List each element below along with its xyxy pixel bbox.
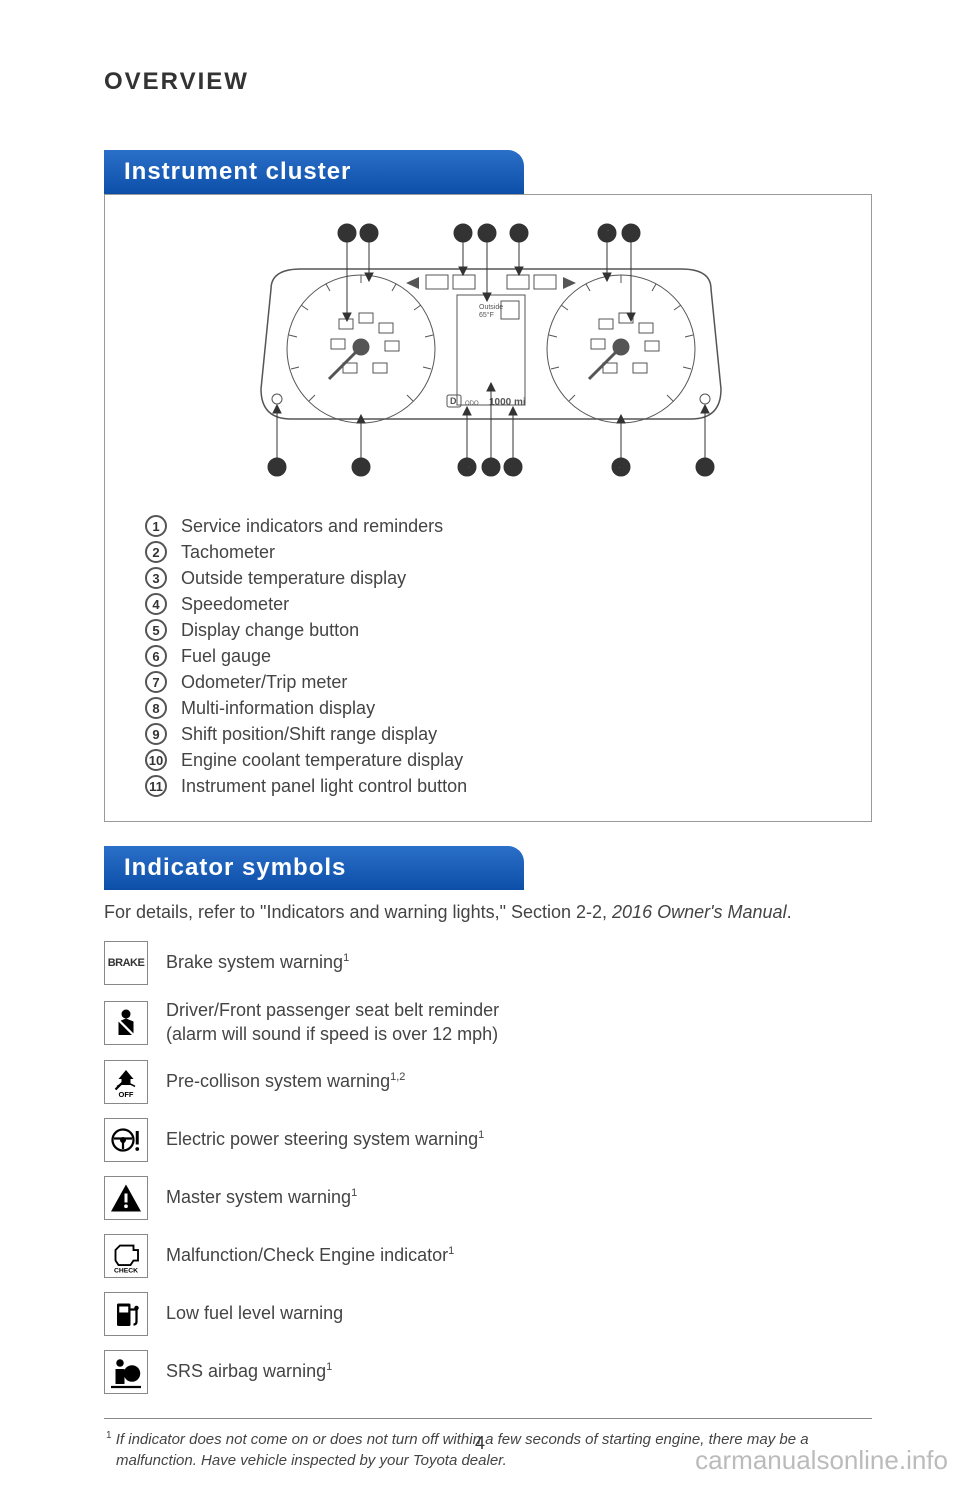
svg-text:Outside: Outside (479, 304, 503, 311)
legend-row: 5 Display change button (145, 619, 841, 641)
airbag-icon (108, 1354, 144, 1390)
svg-text:8: 8 (488, 462, 494, 474)
master-warning-icon (108, 1180, 144, 1216)
precollision-icon: OFF (108, 1064, 144, 1100)
indicator-icon-box (104, 1118, 148, 1162)
indicator-text: Low fuel level warning (166, 1302, 343, 1325)
indicator-text: Brake system warning1 (166, 951, 349, 974)
legend-row: 10 Engine coolant temperature display (145, 749, 841, 771)
brake-icon: BRAKE (108, 957, 145, 969)
indicator-icon-box (104, 1001, 148, 1045)
svg-text:5: 5 (702, 462, 708, 474)
legend-text: Multi-information display (181, 698, 375, 719)
cluster-legend: 1 Service indicators and reminders 2 Tachom… (145, 515, 841, 797)
legend-row: 6 Fuel gauge (145, 645, 841, 667)
legend-row: 1 Service indicators and reminders (145, 515, 841, 537)
footnote-rule (104, 1418, 872, 1419)
indicator-row: SRS airbag warning1 (104, 1350, 872, 1394)
legend-text: Outside temperature display (181, 568, 406, 589)
legend-number: 6 (145, 645, 167, 667)
svg-text:4: 4 (604, 228, 610, 240)
legend-text: Fuel gauge (181, 646, 271, 667)
legend-number: 5 (145, 619, 167, 641)
seatbelt-icon (108, 1005, 144, 1041)
svg-text:10: 10 (355, 463, 367, 474)
indicator-row: Low fuel level warning (104, 1292, 872, 1336)
legend-number: 11 (145, 775, 167, 797)
legend-number: 8 (145, 697, 167, 719)
legend-row: 8 Multi-information display (145, 697, 841, 719)
page-title: OVERVIEW (104, 68, 872, 96)
indicator-row: CHECK Malfunction/Check Engine indicator1 (104, 1234, 872, 1278)
legend-number: 4 (145, 593, 167, 615)
legend-number: 7 (145, 671, 167, 693)
svg-text:1: 1 (460, 228, 466, 240)
svg-text:65°F: 65°F (479, 311, 494, 319)
check-engine-icon: CHECK (108, 1238, 144, 1274)
legend-text: Speedometer (181, 594, 289, 615)
legend-number: 10 (145, 749, 167, 771)
svg-text:3: 3 (484, 228, 490, 240)
indicator-row: BRAKE Brake system warning1 (104, 941, 872, 985)
indicator-list: BRAKE Brake system warning1 Driver/Front p… (104, 941, 872, 1394)
svg-text:6: 6 (618, 462, 624, 474)
steering-icon (108, 1122, 144, 1158)
indicator-row: Driver/Front passenger seat belt reminde… (104, 999, 872, 1046)
cluster-panel: Outside 65°F D ODO 1000 mi 1 2 1 (104, 194, 872, 822)
cluster-diagram: Outside 65°F D ODO 1000 mi 1 2 1 (141, 219, 841, 499)
legend-text: Instrument panel light control button (181, 776, 467, 797)
legend-text: Engine coolant temperature display (181, 750, 463, 771)
legend-row: 11 Instrument panel light control button (145, 775, 841, 797)
svg-text:1000 mi: 1000 mi (489, 397, 526, 408)
legend-number: 2 (145, 541, 167, 563)
legend-row: 3 Outside temperature display (145, 567, 841, 589)
legend-number: 1 (145, 515, 167, 537)
legend-row: 9 Shift position/Shift range display (145, 723, 841, 745)
svg-text:1: 1 (516, 228, 522, 240)
indicator-text: Pre-collison system warning1,2 (166, 1070, 405, 1093)
indicator-icon-box: BRAKE (104, 941, 148, 985)
section-header-cluster: Instrument cluster (104, 150, 524, 194)
indicator-text: Electric power steering system warning1 (166, 1128, 484, 1151)
indicator-icon-box (104, 1350, 148, 1394)
section-header-indicators: Indicator symbols (104, 846, 524, 890)
legend-text: Service indicators and reminders (181, 516, 443, 537)
indicator-text: Malfunction/Check Engine indicator1 (166, 1244, 454, 1267)
svg-text:7: 7 (510, 462, 516, 474)
svg-text:1: 1 (628, 228, 634, 240)
legend-text: Tachometer (181, 542, 275, 563)
indicator-icon-box: OFF (104, 1060, 148, 1104)
legend-row: 4 Speedometer (145, 593, 841, 615)
watermark: carmanualsonline.info (695, 1445, 948, 1476)
indicator-icon-box: CHECK (104, 1234, 148, 1278)
legend-row: 2 Tachometer (145, 541, 841, 563)
indicator-icon-box (104, 1176, 148, 1220)
indicators-intro: For details, refer to "Indicators and wa… (104, 900, 872, 925)
legend-number: 3 (145, 567, 167, 589)
svg-text:11: 11 (272, 463, 283, 474)
svg-text:D: D (450, 396, 457, 406)
indicator-row: OFF Pre-collison system warning1,2 (104, 1060, 872, 1104)
fuel-icon (108, 1296, 144, 1332)
svg-text:9: 9 (464, 462, 470, 474)
indicator-text: Master system warning1 (166, 1186, 357, 1209)
indicator-text: SRS airbag warning1 (166, 1360, 332, 1383)
indicator-text: Driver/Front passenger seat belt reminde… (166, 999, 499, 1046)
indicator-icon-box (104, 1292, 148, 1336)
legend-text: Odometer/Trip meter (181, 672, 347, 693)
svg-text:1: 1 (344, 228, 350, 240)
indicator-row: Electric power steering system warning1 (104, 1118, 872, 1162)
indicator-row: Master system warning1 (104, 1176, 872, 1220)
svg-text:2: 2 (366, 228, 372, 240)
svg-text:CHECK: CHECK (114, 1267, 138, 1274)
legend-text: Shift position/Shift range display (181, 724, 437, 745)
legend-number: 9 (145, 723, 167, 745)
legend-text: Display change button (181, 620, 359, 641)
legend-row: 7 Odometer/Trip meter (145, 671, 841, 693)
svg-text:OFF: OFF (119, 1090, 134, 1099)
